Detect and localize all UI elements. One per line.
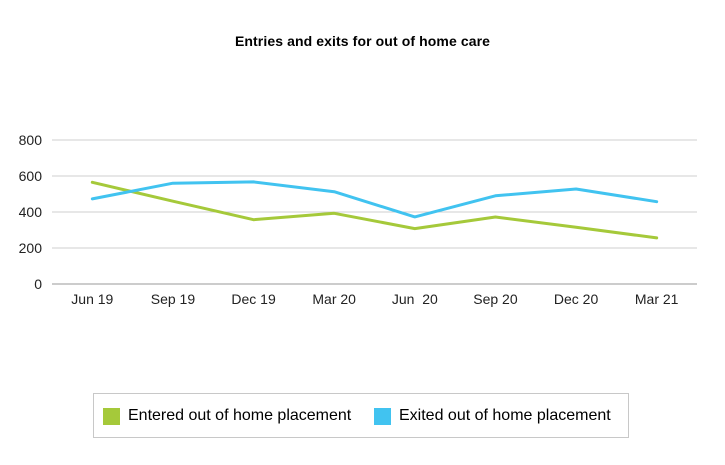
x-tick-label: Dec 20 <box>554 291 599 307</box>
x-tick-label: Jun 19 <box>71 291 113 307</box>
legend-swatch-exited <box>374 407 391 425</box>
y-tick-label: 0 <box>34 276 42 292</box>
legend: Entered out of home placement Exited out… <box>93 393 629 438</box>
y-tick-label: 600 <box>19 168 43 184</box>
x-tick-label: Dec 19 <box>231 291 276 307</box>
grid-lines <box>52 139 697 285</box>
series-lines <box>90 180 659 240</box>
x-axis-ticks: Jun 19 Sep 19 Dec 19 Mar 20 Jun 20 Sep 20 Dec … <box>71 291 678 307</box>
legend-item-exited: Exited out of home placement <box>374 407 611 425</box>
x-tick-label: Sep 20 <box>473 291 518 307</box>
x-tick-label: Mar 20 <box>312 291 356 307</box>
y-axis-ticks: 0 200 400 600 800 <box>19 132 43 292</box>
x-tick-label: Mar 21 <box>635 291 679 307</box>
x-tick-label: Jun 20 <box>392 291 438 307</box>
legend-swatch-entered <box>103 407 120 425</box>
series-line-entered <box>90 180 659 240</box>
x-tick-label: Sep 19 <box>151 291 196 307</box>
legend-label-entered: Entered out of home placement <box>128 407 352 424</box>
chart-title: Entries and exits for out of home care <box>234 33 491 49</box>
y-tick-label: 200 <box>19 240 43 256</box>
legend-item-entered: Entered out of home placement <box>103 407 351 425</box>
series-line-exited <box>90 180 659 219</box>
y-tick-label: 400 <box>19 204 43 220</box>
legend-label-exited: Exited out of home placement <box>399 407 611 424</box>
y-tick-label: 800 <box>19 132 43 148</box>
